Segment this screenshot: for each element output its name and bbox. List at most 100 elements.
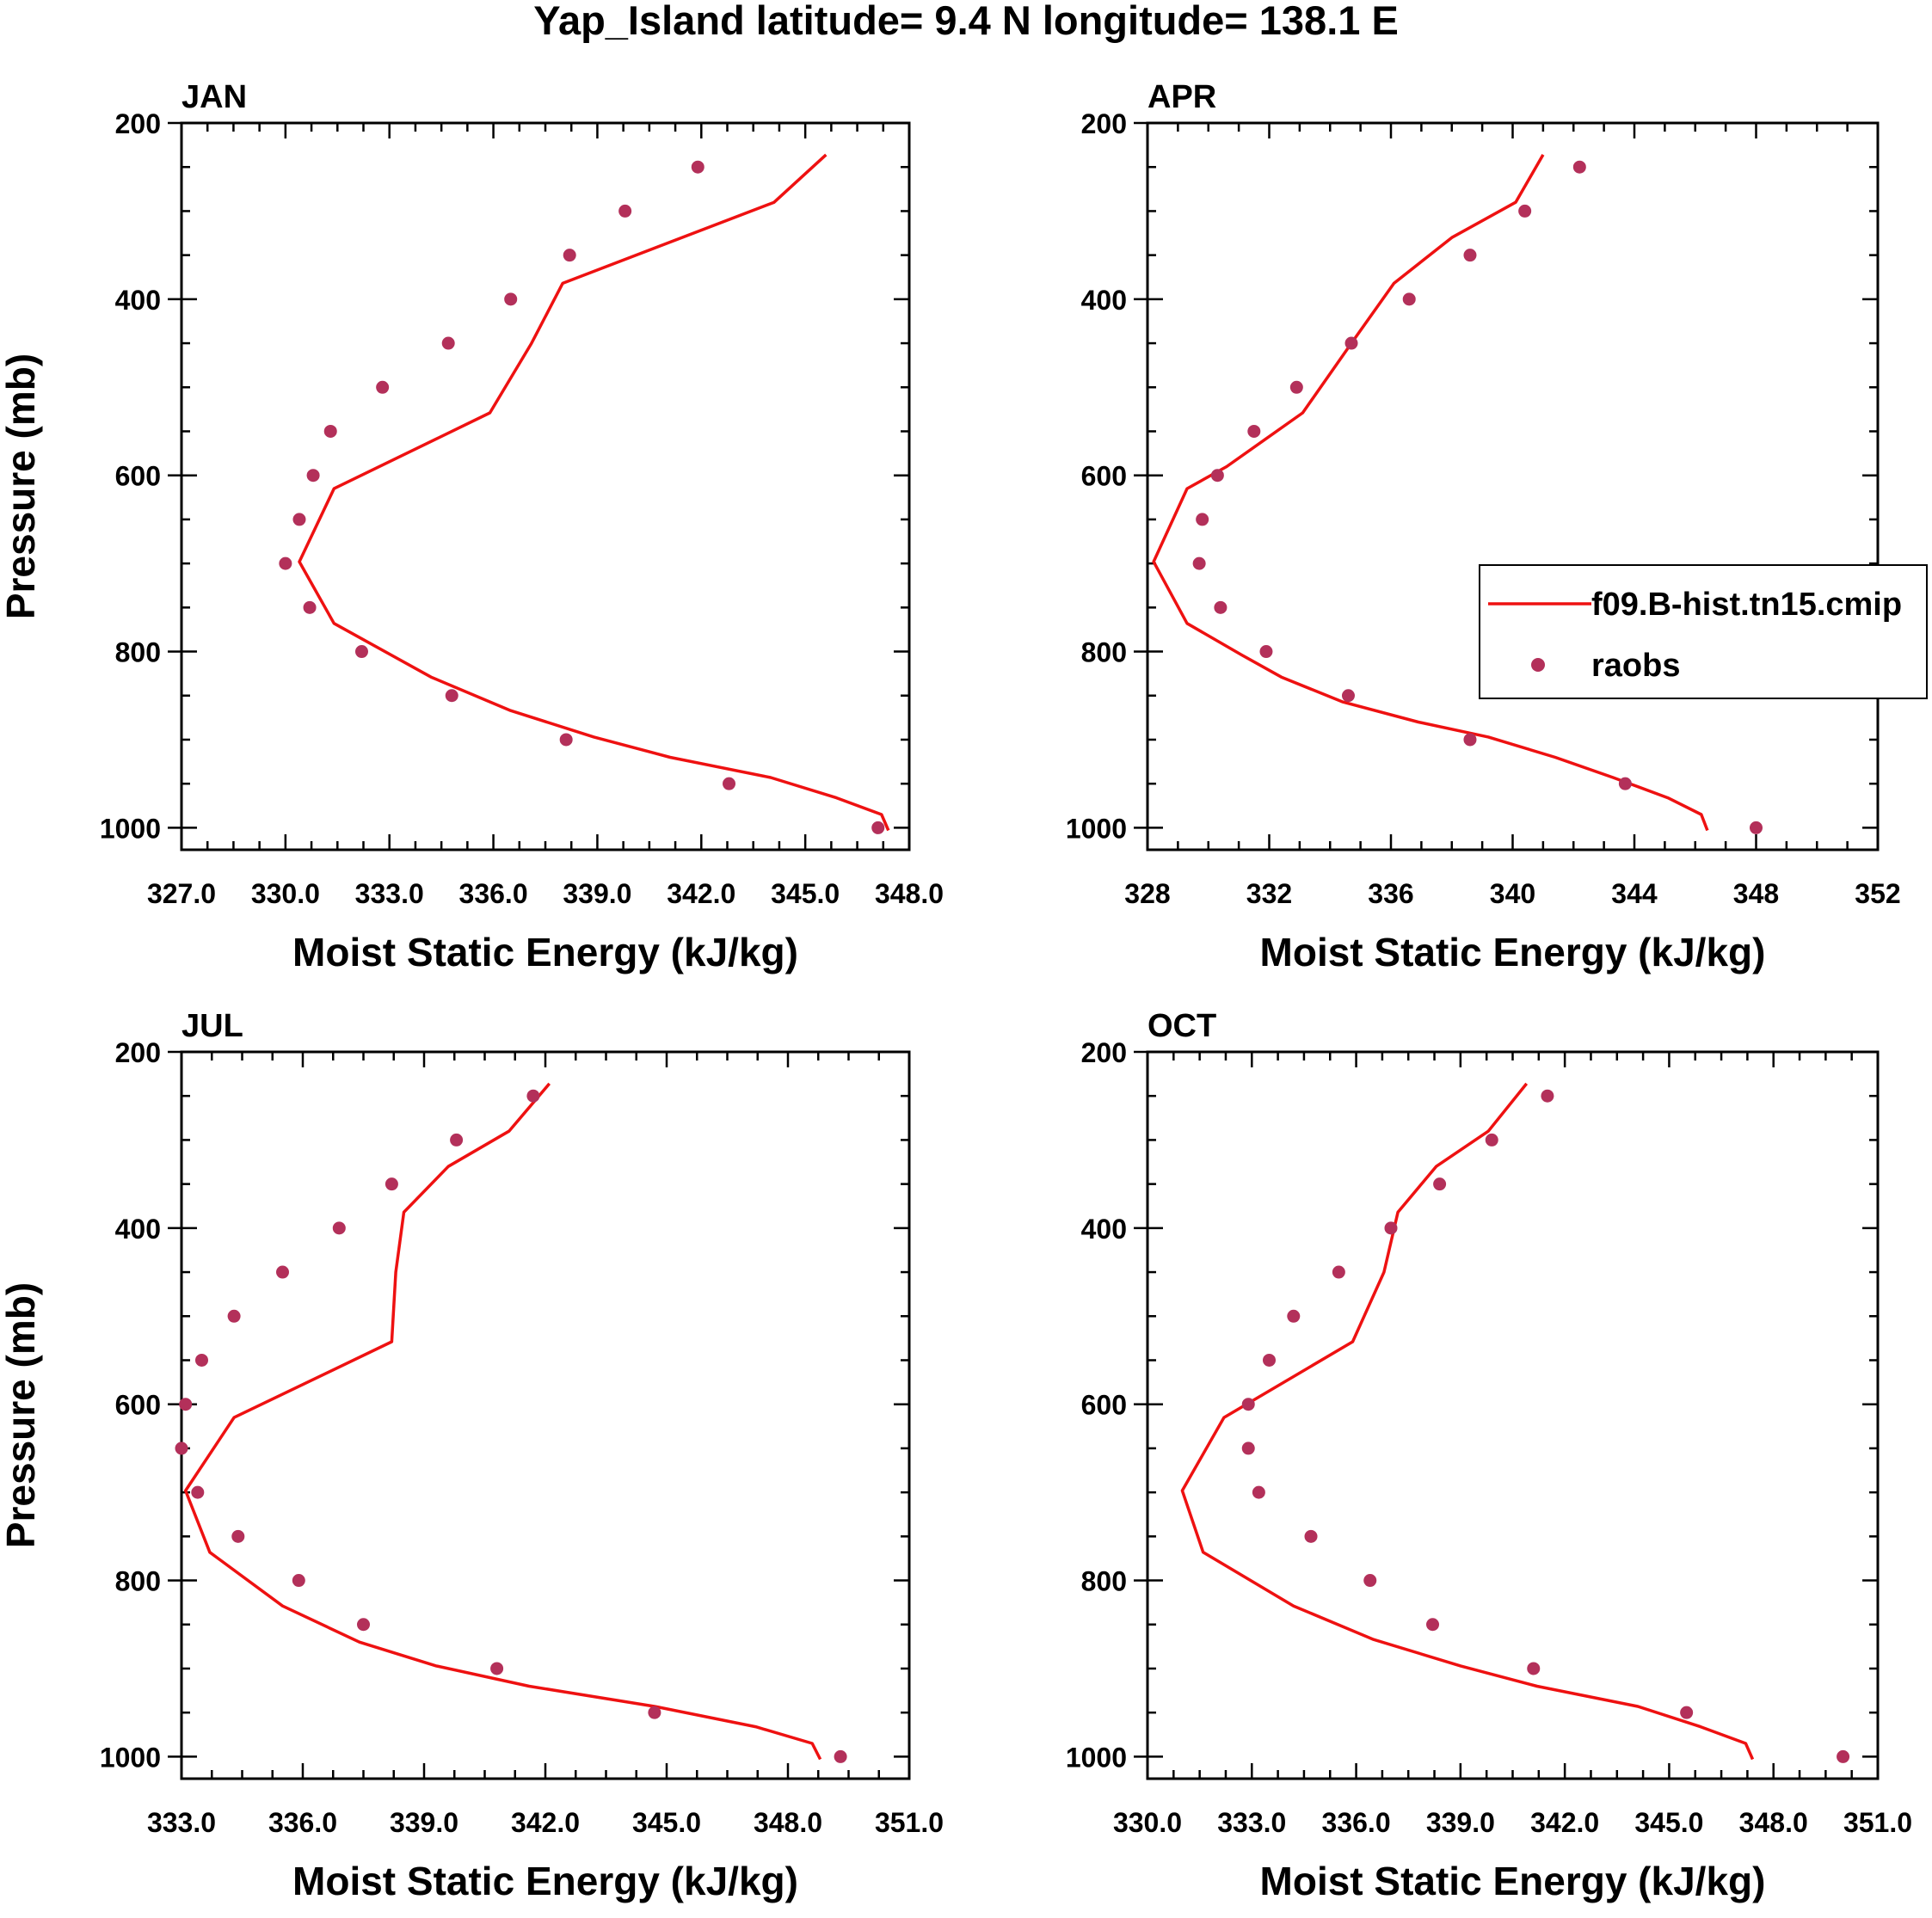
x-tick-label: 336.0 [268, 1807, 337, 1838]
raobs-point [559, 733, 573, 747]
panel-label: OCT [1148, 1008, 1216, 1044]
raobs-point [1426, 1618, 1440, 1632]
plot-frame [180, 1050, 911, 1780]
panels: JAN 327.0 330.0 333.0 336.0 339.0 342.0 345.0 34… [0, 79, 1928, 1903]
raobs-point [1485, 1133, 1498, 1146]
y-tick-label: 800 [1081, 1566, 1127, 1597]
y-tick-label: 600 [115, 1390, 161, 1421]
raobs-point [1572, 160, 1586, 174]
raobs-point [1263, 1353, 1276, 1367]
x-tick-label: 348.0 [754, 1807, 822, 1838]
figure-title: Yap_Island latitude= 9.4 N longitude= 13… [533, 0, 1399, 43]
model-series-line [183, 1082, 822, 1761]
raobs-point [834, 1749, 847, 1763]
raobs-point [450, 1133, 464, 1146]
x-tick-label: 345.0 [1634, 1807, 1703, 1838]
x-tick-label: 336 [1368, 878, 1413, 909]
raobs-point [1210, 469, 1224, 483]
raobs-point [1214, 600, 1227, 614]
x-tick-label: 328 [1124, 878, 1170, 909]
raobs-point [179, 1398, 193, 1411]
y-tick-label: 1000 [1066, 1742, 1127, 1773]
x-tick-label: 344 [1611, 878, 1658, 909]
raobs-point [1252, 1485, 1265, 1499]
raobs-point [354, 645, 368, 659]
y-tick-label: 200 [1081, 108, 1127, 139]
raobs-point [1541, 1089, 1554, 1103]
raobs-point [276, 1265, 289, 1279]
y-tick-label: 400 [115, 285, 161, 316]
raobs-point [292, 513, 306, 526]
raobs-point [1241, 1442, 1255, 1455]
x-tick-label: 339.0 [1426, 1807, 1495, 1838]
raobs-point [1332, 1265, 1345, 1279]
y-tick-label: 200 [1081, 1037, 1127, 1068]
y-tick-label: 800 [115, 637, 161, 668]
x-tick-label: 336.0 [459, 878, 528, 909]
raobs-point [303, 600, 317, 614]
x-tick-label: 348 [1733, 878, 1779, 909]
legend-box [1479, 564, 1928, 699]
raobs-point [1463, 733, 1477, 747]
raobs-point [323, 424, 337, 438]
x-tick-label: 333.0 [147, 1807, 216, 1838]
y-axis-label: Pressure (mb) [0, 353, 43, 619]
raobs-point [1518, 204, 1532, 218]
x-tick-label: 330.0 [251, 878, 320, 909]
raobs-point [441, 336, 455, 350]
y-tick-label: 800 [1081, 637, 1127, 668]
plot-frame [1146, 121, 1880, 851]
x-tick-label: 332 [1246, 878, 1292, 909]
x-tick-label: 352 [1855, 878, 1900, 909]
x-tick-label: 342.0 [1530, 1807, 1599, 1838]
raobs-point [1241, 1398, 1255, 1411]
raobs-point [1750, 821, 1763, 834]
panel-label: JAN [182, 79, 247, 115]
y-tick-label: 400 [115, 1214, 161, 1245]
x-tick-label: 345.0 [632, 1807, 701, 1838]
model-series-line [1152, 154, 1709, 832]
raobs-point [1463, 249, 1477, 262]
raobs-point [376, 380, 390, 394]
raobs-point [1384, 1221, 1398, 1235]
panel-oct: OCT 330.0 333.0 336.0 339.0 342.0 345.0 348.0 35… [1066, 1008, 1912, 1903]
y-tick-label: 600 [1081, 461, 1127, 492]
raobs-point [1287, 1309, 1301, 1323]
raobs-point [871, 821, 885, 834]
raobs-point [1259, 645, 1273, 659]
x-tick-label: 342.0 [667, 878, 735, 909]
y-tick-label: 600 [115, 461, 161, 492]
raobs-point [526, 1089, 540, 1103]
x-tick-label: 333.0 [355, 878, 424, 909]
x-axis-label: Moist Static Energy (kJ/kg) [292, 930, 798, 974]
y-tick-label: 1000 [100, 1742, 161, 1773]
legend-obs-swatch [1531, 658, 1545, 672]
raobs-point [292, 1574, 305, 1588]
raobs-point [490, 1662, 504, 1675]
y-tick-label: 200 [115, 108, 161, 139]
raobs-point [195, 1353, 208, 1367]
raobs-point [1618, 777, 1632, 790]
panel-apr: APR 328 332 336 340 344 348 352 200 400 600 800 1000… [1066, 79, 1928, 974]
raobs-point [618, 204, 632, 218]
raobs-point [306, 469, 320, 483]
raobs-point [563, 249, 576, 262]
model-series-line [1180, 1082, 1755, 1761]
x-tick-label: 336.0 [1322, 1807, 1391, 1838]
y-tick-label: 1000 [1066, 813, 1127, 844]
y-tick-label: 1000 [100, 813, 161, 844]
raobs-point [1247, 424, 1261, 438]
raobs-point [1196, 513, 1209, 526]
legend-model-label: f09.B-hist.tn15.cmip [1591, 587, 1902, 623]
x-tick-label: 339.0 [563, 878, 631, 909]
raobs-point [1289, 380, 1303, 394]
x-tick-label: 348.0 [875, 878, 944, 909]
legend: f09.B-hist.tn15.cmip raobs [1479, 564, 1928, 699]
x-tick-label: 339.0 [390, 1807, 458, 1838]
raobs-point [191, 1485, 205, 1499]
raobs-point [1837, 1749, 1850, 1763]
y-tick-label: 400 [1081, 285, 1127, 316]
x-tick-label: 342.0 [511, 1807, 580, 1838]
raobs-point [445, 689, 458, 703]
